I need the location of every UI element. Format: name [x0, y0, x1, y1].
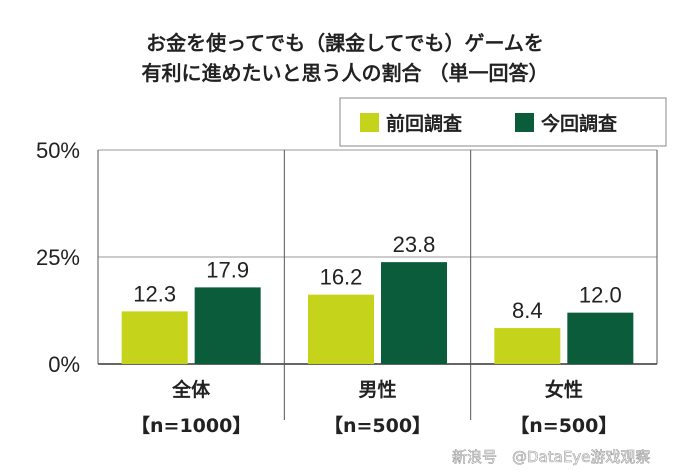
chart-title-line-1: お金を使ってでも（課金してでも）ゲームを — [146, 31, 544, 55]
data-labels: 12.3 17.9 16.2 23.8 8.4 12.0 — [133, 232, 621, 323]
legend-swatch-current — [515, 113, 534, 132]
legend-swatch-previous — [360, 113, 379, 132]
data-label: 23.8 — [393, 232, 436, 257]
bar — [494, 328, 561, 364]
data-label: 12.0 — [579, 283, 622, 308]
category-sublabel: 【n=500】 — [510, 414, 617, 437]
y-axis-ticks: 0% 25% 50% — [36, 138, 80, 377]
data-label: 16.2 — [320, 265, 363, 290]
watermark-logo: 新浪号 — [452, 448, 497, 466]
category-sublabel: 【n=500】 — [324, 414, 431, 437]
y-tick-label: 25% — [36, 245, 80, 270]
bar — [381, 262, 447, 364]
data-label: 8.4 — [512, 298, 543, 323]
category-label: 男性 — [358, 378, 396, 401]
legend-label-current: 今回調査 — [540, 112, 618, 135]
bars — [121, 262, 634, 364]
legend-label-previous: 前回調査 — [386, 112, 463, 135]
category-sublabel: 【n=1000】 — [131, 414, 251, 437]
bar — [308, 294, 374, 364]
category-label: 女性 — [545, 378, 583, 401]
bar — [567, 312, 634, 364]
bar — [121, 311, 188, 364]
watermark-text: @DataEye游戏观察 — [512, 448, 650, 466]
category-label: 全体 — [171, 378, 211, 401]
chart-title-line-2: 有利に進めたいと思う人の割合 （単一回答） — [142, 61, 549, 85]
grid — [97, 149, 658, 420]
data-label: 12.3 — [133, 281, 176, 306]
data-label: 17.9 — [206, 257, 249, 282]
category-labels: 全体【n=1000】男性【n=500】女性【n=500】 — [131, 378, 617, 437]
legend: 前回調査 今回調査 — [339, 97, 667, 147]
y-tick-label: 50% — [36, 138, 80, 163]
y-tick-label: 0% — [48, 352, 80, 377]
watermark: 新浪号 @DataEye游戏观察 — [452, 448, 651, 467]
bar — [194, 287, 261, 364]
legend-box — [339, 97, 667, 147]
